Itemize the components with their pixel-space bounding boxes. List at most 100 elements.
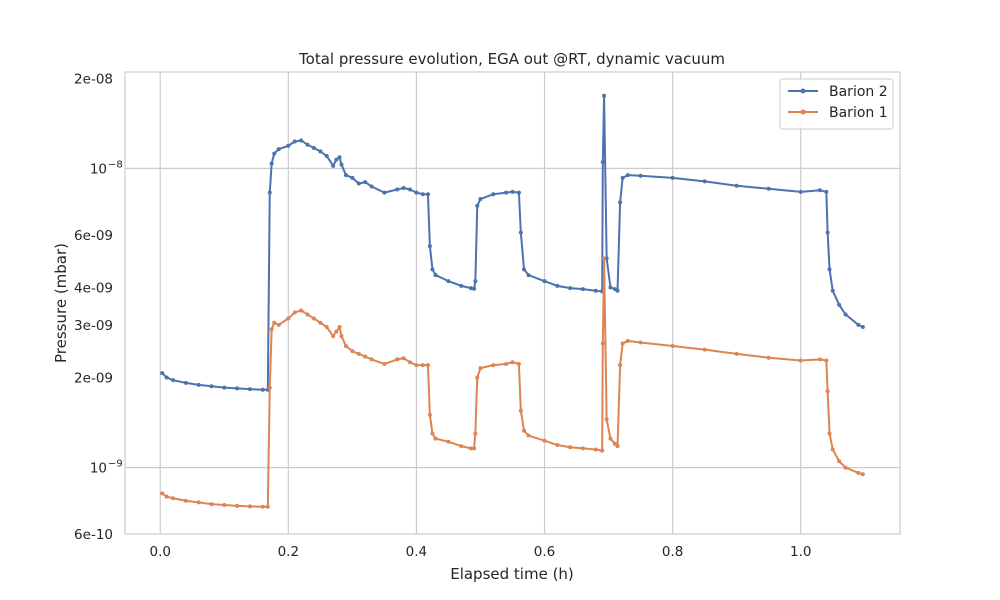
data-point (593, 447, 598, 452)
data-point (331, 163, 336, 168)
legend-marker (800, 109, 806, 115)
data-point (196, 382, 201, 387)
data-point (324, 154, 329, 159)
data-point (827, 431, 832, 436)
data-point (430, 431, 435, 436)
data-point (305, 312, 310, 317)
legend-label: Barion 1 (829, 105, 888, 121)
data-point (468, 446, 473, 451)
data-point (247, 504, 252, 509)
x-tick-label: 1.0 (790, 544, 811, 560)
data-point (171, 496, 176, 501)
plot-area (125, 72, 900, 534)
x-axis-label: Elapsed time (h) (450, 565, 574, 583)
y-tick-exponent: −8 (108, 159, 123, 170)
data-point (522, 428, 527, 433)
data-point (324, 325, 329, 330)
data-point (164, 494, 169, 499)
data-point (382, 361, 387, 366)
y-axis-label: Pressure (mbar) (52, 243, 70, 363)
data-point (670, 175, 675, 180)
data-point (160, 491, 165, 496)
plot-frame (124, 71, 901, 535)
data-point (468, 286, 473, 291)
data-point (638, 340, 643, 345)
data-point (817, 357, 822, 362)
y-tick-label: 6e-09 (74, 228, 113, 244)
data-point (209, 384, 214, 389)
data-point (602, 256, 607, 261)
data-point (318, 320, 323, 325)
data-point (542, 438, 547, 443)
data-point (568, 286, 573, 291)
data-point (427, 244, 432, 249)
data-point (247, 387, 252, 392)
data-point (522, 267, 527, 272)
data-point (478, 197, 483, 202)
data-point (272, 151, 277, 156)
data-point (356, 351, 361, 356)
data-point (337, 155, 342, 160)
data-point (311, 146, 316, 151)
data-point (222, 385, 227, 390)
data-point (860, 472, 865, 477)
series-layer (160, 93, 865, 509)
data-point (734, 183, 739, 188)
data-point (580, 287, 585, 292)
series-barion-2 (160, 93, 865, 392)
data-point (459, 444, 464, 449)
data-point (369, 357, 374, 362)
data-point (478, 366, 483, 371)
data-point (339, 334, 344, 339)
data-point (305, 142, 310, 147)
legend-label: Barion 2 (829, 84, 888, 100)
data-point (269, 161, 274, 166)
y-tick-label: 10 (90, 161, 107, 177)
data-point (433, 436, 438, 441)
data-point (518, 230, 523, 235)
data-point (516, 361, 521, 366)
data-point (222, 503, 227, 508)
data-point (299, 308, 304, 313)
data-point (510, 360, 515, 365)
data-point (830, 288, 835, 293)
data-point (363, 354, 368, 359)
data-point (356, 181, 361, 186)
data-point (625, 338, 630, 343)
data-point (401, 186, 406, 191)
data-point (817, 188, 822, 193)
data-point (843, 465, 848, 470)
data-point (265, 504, 270, 509)
data-point (830, 447, 835, 452)
x-tick-label: 0.2 (278, 544, 299, 560)
y-tick-label: 2e-09 (74, 371, 113, 387)
data-point (555, 443, 560, 448)
data-point (798, 189, 803, 194)
data-point (160, 371, 165, 376)
data-point (183, 380, 188, 385)
data-point (446, 439, 451, 444)
data-point (260, 387, 265, 392)
data-point (475, 203, 480, 208)
data-point (615, 444, 620, 449)
data-point (311, 316, 316, 321)
data-point (702, 347, 707, 352)
x-tick-label: 0.8 (662, 544, 683, 560)
y-tick-label: 10 (90, 461, 107, 477)
data-point (235, 503, 240, 508)
data-point (318, 149, 323, 154)
data-point (331, 334, 336, 339)
data-point (843, 312, 848, 317)
data-point (472, 286, 477, 291)
data-point (343, 343, 348, 348)
data-point (593, 288, 598, 293)
data-point (408, 187, 413, 192)
y-tick-exponent: −9 (108, 459, 123, 470)
data-point (618, 200, 623, 205)
data-point (164, 375, 169, 380)
data-point (272, 320, 277, 325)
data-point (510, 189, 515, 194)
data-point (491, 363, 496, 368)
data-point (343, 173, 348, 178)
